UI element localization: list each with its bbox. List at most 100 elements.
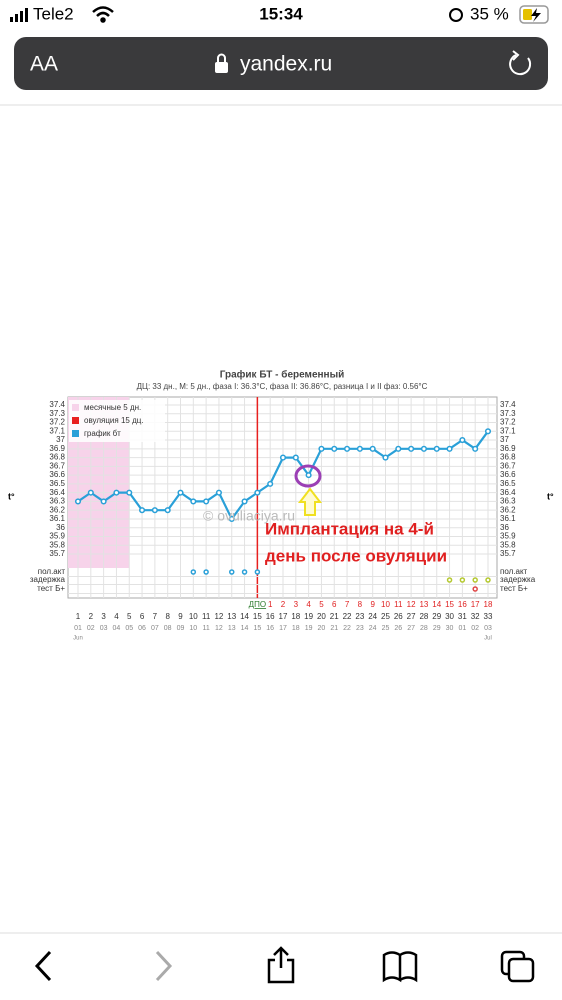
x-tick-label: 22 xyxy=(343,612,352,621)
date-label: 08 xyxy=(164,625,172,632)
battery-icon xyxy=(519,5,549,24)
row-marker xyxy=(241,569,248,575)
month-label: Jun xyxy=(73,636,83,642)
x-tick-label: 16 xyxy=(266,612,275,621)
dpo-number: 11 xyxy=(394,600,403,609)
date-label: 02 xyxy=(87,625,95,632)
legend-box xyxy=(69,400,165,442)
row-marker xyxy=(203,569,209,575)
dpo-number: 12 xyxy=(407,600,416,609)
y-tick-label: 36.2 xyxy=(49,505,65,514)
date-label: 02 xyxy=(471,625,479,632)
data-point xyxy=(164,507,171,514)
forward-button[interactable] xyxy=(155,950,173,982)
x-tick-label: 27 xyxy=(407,612,416,621)
data-point xyxy=(395,445,402,452)
signal-icon xyxy=(10,8,28,22)
row-label: задержка xyxy=(30,575,66,584)
x-tick-label: 32 xyxy=(471,612,480,621)
y-tick-label: 37.4 xyxy=(49,400,65,409)
reload-button[interactable] xyxy=(509,50,532,76)
dpo-number: 13 xyxy=(419,600,428,609)
x-tick-label: 13 xyxy=(227,612,236,621)
data-point xyxy=(408,445,415,452)
data-point xyxy=(190,498,197,505)
dpo-number: 1 xyxy=(268,600,273,609)
row-marker xyxy=(229,569,235,575)
date-label: 25 xyxy=(382,625,390,632)
y-tick-label: 36.7 xyxy=(500,461,516,470)
date-label: 03 xyxy=(100,625,108,632)
date-label: 28 xyxy=(420,625,428,632)
y-tick-label: 37 xyxy=(56,435,65,444)
data-point xyxy=(151,507,158,514)
legend-swatch xyxy=(72,417,79,424)
y-tick-label: 36.6 xyxy=(49,470,65,479)
y-tick-label: 36.8 xyxy=(49,453,65,462)
annotation: день после овуляции xyxy=(265,546,447,565)
y-tick-label: 36.1 xyxy=(49,514,65,523)
y-tick-label: 36.9 xyxy=(49,444,65,453)
date-label: 20 xyxy=(318,625,326,632)
data-point xyxy=(382,454,389,461)
x-tick-label: 12 xyxy=(214,612,223,621)
legend-label: график бт xyxy=(84,429,121,438)
date-label: 17 xyxy=(279,625,287,632)
x-tick-label: 4 xyxy=(114,612,119,621)
dpo-number: 7 xyxy=(345,600,350,609)
date-label: 04 xyxy=(113,625,121,632)
x-tick-label: 28 xyxy=(419,612,428,621)
y-tick-label: 37 xyxy=(500,435,509,444)
x-tick-label: 25 xyxy=(381,612,390,621)
y-tick-label: 37.3 xyxy=(49,409,65,418)
x-tick-label: 24 xyxy=(368,612,377,621)
data-point xyxy=(472,445,479,452)
dpo-number: 2 xyxy=(281,600,286,609)
data-point xyxy=(241,498,248,505)
row-marker xyxy=(485,577,491,583)
dpo-number: 5 xyxy=(319,600,324,609)
data-point xyxy=(139,507,146,514)
data-point xyxy=(344,445,351,452)
y-tick-label: 37.2 xyxy=(49,418,65,427)
data-point xyxy=(113,489,120,496)
data-point xyxy=(228,515,235,522)
row-label: задержка xyxy=(500,575,536,584)
y-tick-label: 36 xyxy=(56,523,65,532)
y-tick-label: 36.6 xyxy=(500,470,516,479)
legend-swatch xyxy=(72,430,79,437)
row-marker xyxy=(190,569,197,575)
row-marker xyxy=(254,569,261,575)
bookmarks-button[interactable] xyxy=(382,951,418,983)
y-tick-label: 36.7 xyxy=(49,461,65,470)
address-bar[interactable] xyxy=(14,37,548,90)
watermark: © ovuliaciya.ru xyxy=(203,508,295,524)
x-tick-label: 1 xyxy=(76,612,81,621)
axis-label: t° xyxy=(547,491,554,501)
tabs-button[interactable] xyxy=(500,950,535,983)
y-tick-label: 36.4 xyxy=(500,488,516,497)
date-label: 16 xyxy=(266,625,274,632)
back-button[interactable] xyxy=(34,950,52,982)
share-button[interactable] xyxy=(267,946,295,984)
data-point xyxy=(292,454,299,461)
x-tick-label: 21 xyxy=(330,612,339,621)
y-tick-label: 37.2 xyxy=(500,418,516,427)
y-tick-label: 35.8 xyxy=(49,540,65,549)
url[interactable]: yandex.ru xyxy=(240,53,332,76)
date-label: 03 xyxy=(484,625,492,632)
data-point xyxy=(215,489,222,496)
row-marker xyxy=(472,577,478,583)
text-size-button[interactable]: AA xyxy=(30,53,58,76)
y-tick-label: 36.5 xyxy=(49,479,65,488)
dpo-label: ДПО xyxy=(249,600,266,609)
dpo-number: 10 xyxy=(381,600,390,609)
arrow xyxy=(297,487,323,516)
x-tick-label: 29 xyxy=(432,612,441,621)
y-tick-label: 37.1 xyxy=(49,426,65,435)
date-label: 14 xyxy=(241,625,249,632)
data-point xyxy=(279,454,287,461)
y-tick-label: 37.4 xyxy=(500,400,516,409)
data-point xyxy=(87,489,94,496)
